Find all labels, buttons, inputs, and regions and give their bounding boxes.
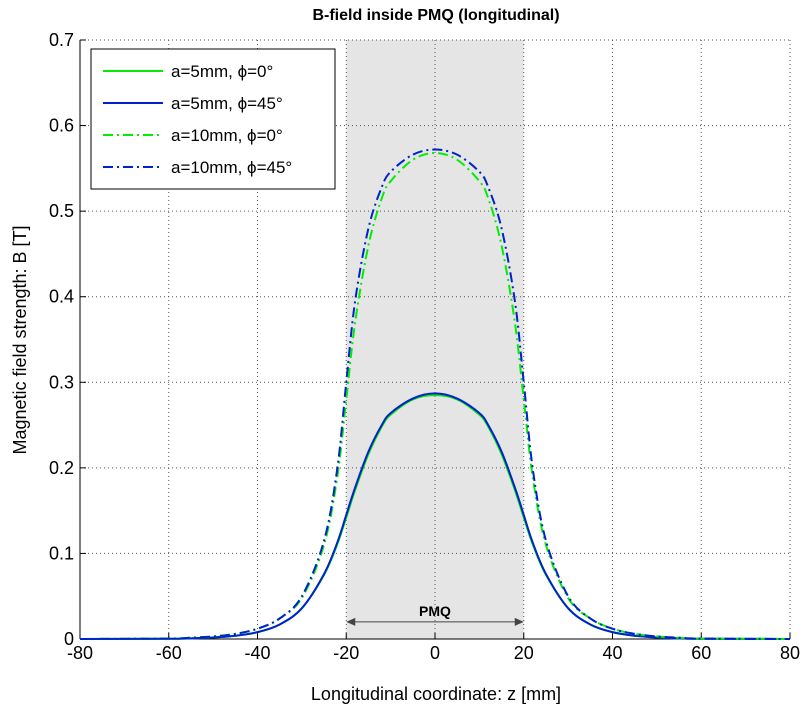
legend-box: [90, 48, 336, 190]
x-tick-label: 40: [602, 643, 622, 663]
y-tick-label: 0.5: [49, 201, 74, 221]
pmq-arrow-right-head: [514, 617, 524, 626]
series-line-a5-phi45: [79, 392, 791, 640]
y-tick-label: 0: [64, 629, 74, 649]
y-axis-label: Magnetic field strength: B [T]: [10, 225, 30, 454]
legend-label-a10-phi0: a=10mm, ϕ=0°: [171, 126, 283, 145]
series-line-a10-phi45: [79, 148, 791, 640]
x-tick-label: 60: [691, 643, 711, 663]
x-tick-label: 0: [430, 643, 440, 663]
y-tick-label: 0.4: [49, 287, 74, 307]
y-tick-label: 0.6: [49, 116, 74, 136]
x-tick-label: 80: [780, 643, 800, 663]
pmq-arrow-left-head: [346, 617, 356, 626]
y-tick-label: 0.2: [49, 458, 74, 478]
legend-label-a5-phi0: a=5mm, ϕ=0°: [171, 62, 273, 81]
x-tick-label: 20: [514, 643, 534, 663]
x-tick-label: -60: [156, 643, 182, 663]
pmq-shaded-region: [346, 40, 524, 639]
y-tick-label: 0.3: [49, 372, 74, 392]
plot-area: -80 -60 -40 -20 0 20 40 60 80 0 0.1 0.2 0.3 0.4 0.5 0.6…: [49, 30, 800, 663]
y-tick-label: 0.1: [49, 543, 74, 563]
y-tick-label: 0.7: [49, 30, 74, 50]
pmq-annotation-label: PMQ: [419, 603, 451, 619]
x-axis-label: Longitudinal coordinate: z [mm]: [311, 684, 561, 704]
x-tick-label: -40: [244, 643, 270, 663]
x-tick-label: -20: [333, 643, 359, 663]
legend-label-a5-phi45: a=5mm, ϕ=45°: [171, 94, 283, 113]
chart-title: B-field inside PMQ (longitudinal): [312, 7, 559, 24]
legend-label-a10-phi45: a=10mm, ϕ=45°: [171, 158, 292, 177]
x-tick-label: -80: [67, 643, 93, 663]
